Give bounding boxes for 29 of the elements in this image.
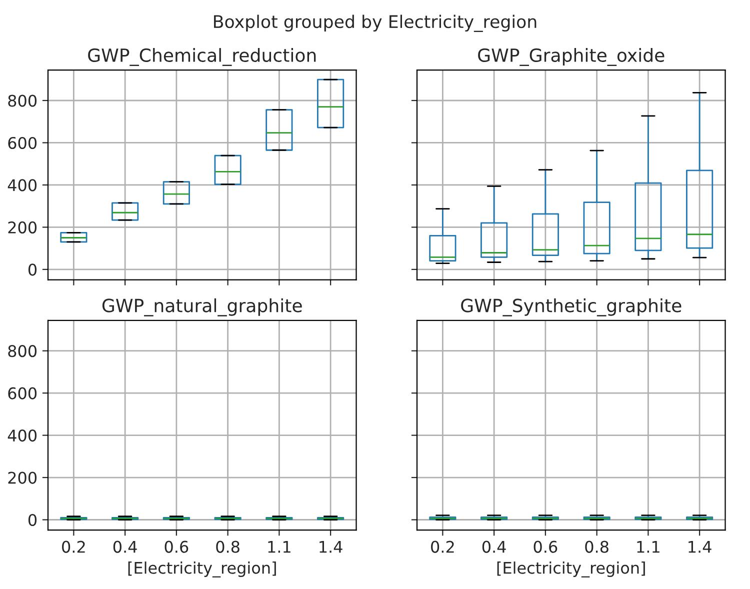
y-tick-label: 200 (8, 221, 37, 234)
y-tick-label: 800 (8, 94, 37, 107)
x-tick-label: 0.8 (216, 540, 240, 553)
chart-title: GWP_Chemical_reduction (88, 48, 316, 66)
x-tick-label: 0.2 (62, 540, 85, 553)
y-tick-label: 600 (8, 387, 37, 400)
x-tick-label: 0.4 (482, 540, 506, 553)
y-tick-label: 800 (8, 345, 37, 358)
text: Boxplot grouped by Electricity_region (214, 14, 536, 32)
y-tick-label: 200 (8, 472, 37, 484)
chart-title: GWP_Synthetic_graphite (461, 298, 682, 316)
y-tick-label: 0 (28, 514, 37, 526)
y-tick-label: 0 (28, 264, 37, 276)
y-tick-label: 400 (8, 430, 37, 442)
chart-title: GWP_natural_graphite (102, 298, 302, 316)
y-tick-label: 600 (8, 136, 37, 150)
y-tick-label: 400 (8, 179, 37, 192)
x-tick-label: 1.4 (688, 541, 712, 553)
x-tick-label: 0.6 (164, 540, 188, 553)
x-axis-title: [Electricity_region] (497, 562, 645, 578)
x-tick-label: 0.2 (431, 540, 454, 553)
x-tick-label: 1.4 (320, 541, 342, 553)
x-axis-title: [Electricity_region] (128, 562, 276, 578)
x-tick-label: 0.4 (113, 540, 137, 553)
x-tick-label: 1.1 (268, 541, 290, 553)
x-tick-label: 1.1 (637, 541, 660, 553)
x-tick-label: 0.8 (585, 540, 608, 553)
x-tick-label: 0.6 (534, 540, 558, 553)
chart-title: GWP_Graphite_oxide (478, 48, 664, 66)
